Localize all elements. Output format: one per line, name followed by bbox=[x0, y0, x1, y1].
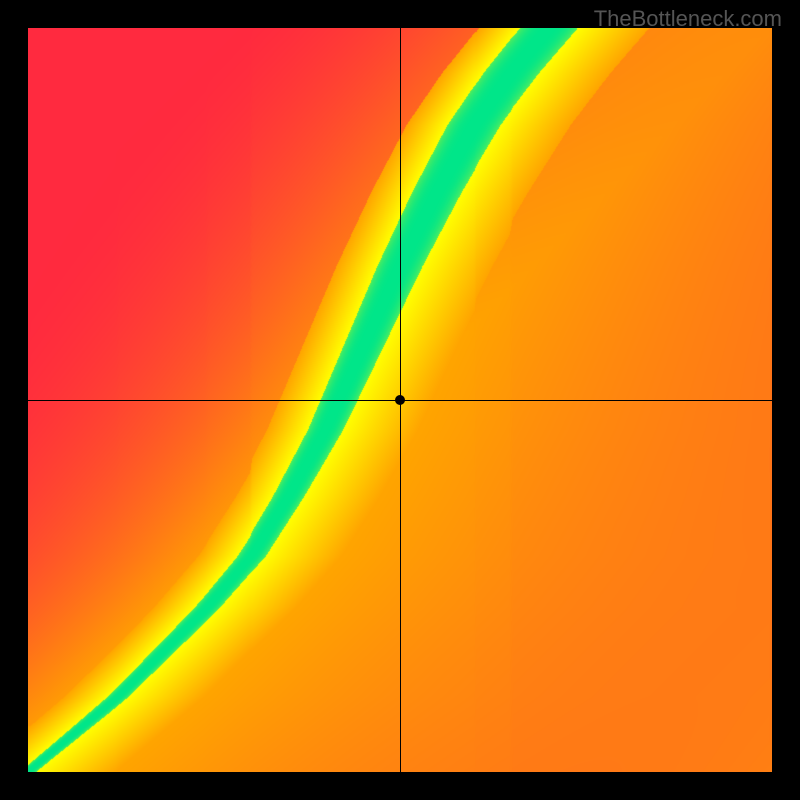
plot-area bbox=[28, 28, 772, 772]
watermark-text: TheBottleneck.com bbox=[594, 6, 782, 32]
chart-container: TheBottleneck.com bbox=[0, 0, 800, 800]
crosshair-marker bbox=[395, 395, 405, 405]
